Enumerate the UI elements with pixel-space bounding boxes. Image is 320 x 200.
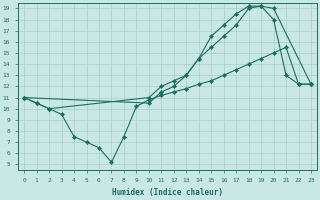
X-axis label: Humidex (Indice chaleur): Humidex (Indice chaleur) [112, 188, 223, 197]
